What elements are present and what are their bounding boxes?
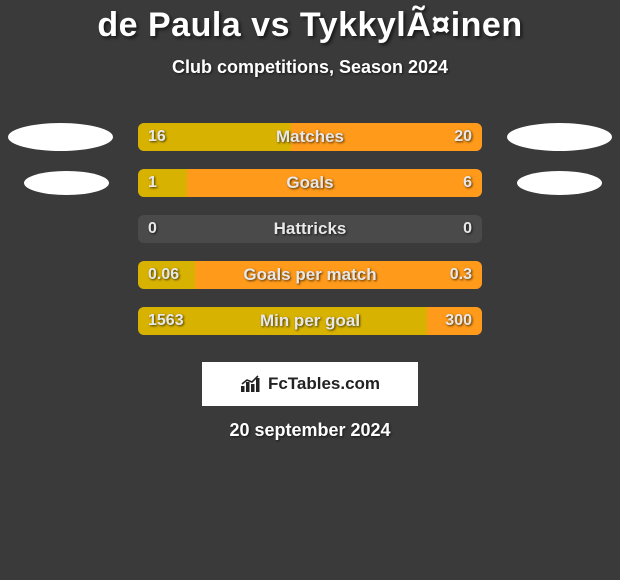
stat-bar-left [138, 169, 187, 197]
brand-chart-icon [240, 375, 262, 393]
stat-label: Goals per match [243, 265, 376, 285]
player-marker-right [517, 171, 602, 195]
date-text: 20 september 2024 [0, 420, 620, 441]
player-marker-right [507, 123, 612, 151]
stat-row: Goals per match 0.06 0.3 [0, 252, 620, 298]
page-title: de Paula vs TykkylÃ¤inen [0, 6, 620, 45]
stat-bar: Goals 1 6 [138, 169, 482, 197]
stat-value-left: 0.06 [148, 266, 179, 284]
stat-label: Goals [286, 173, 333, 193]
brand-text: FcTables.com [268, 374, 380, 394]
stat-value-left: 1563 [148, 312, 184, 330]
stat-value-left: 16 [148, 128, 166, 146]
stat-row: Min per goal 1563 300 [0, 298, 620, 344]
stat-value-right: 6 [463, 174, 472, 192]
stat-bar: Goals per match 0.06 0.3 [138, 261, 482, 289]
stat-bar: Min per goal 1563 300 [138, 307, 482, 335]
stat-row: Matches 16 20 [0, 114, 620, 160]
stat-bar: Matches 16 20 [138, 123, 482, 151]
stat-bar: Hattricks 0 0 [138, 215, 482, 243]
stat-value-right: 300 [445, 312, 472, 330]
brand-badge[interactable]: FcTables.com [202, 362, 418, 406]
stat-value-right: 20 [454, 128, 472, 146]
stat-bar-right [187, 169, 482, 197]
stat-value-right: 0.3 [450, 266, 472, 284]
stat-label: Matches [276, 127, 344, 147]
stat-label: Min per goal [260, 311, 360, 331]
stat-value-left: 1 [148, 174, 157, 192]
stat-row: Goals 1 6 [0, 160, 620, 206]
stat-label: Hattricks [274, 219, 347, 239]
stat-value-left: 0 [148, 220, 157, 238]
stat-row: Hattricks 0 0 [0, 206, 620, 252]
page-subtitle: Club competitions, Season 2024 [0, 57, 620, 78]
player-marker-left [8, 123, 113, 151]
comparison-widget: de Paula vs TykkylÃ¤inen Club competitio… [0, 0, 620, 441]
stat-rows: Matches1620Goals16Hattricks00Goals per m… [0, 114, 620, 344]
player-marker-left [24, 171, 109, 195]
stat-value-right: 0 [463, 220, 472, 238]
